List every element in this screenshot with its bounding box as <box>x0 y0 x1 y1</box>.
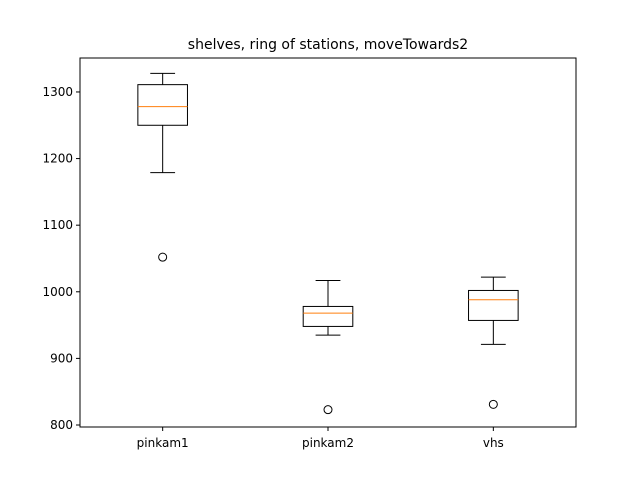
y-tick-label-1200: 1200 <box>42 152 73 166</box>
outlier-pinkam2-0 <box>323 405 333 415</box>
box-vhs <box>468 289 519 321</box>
x-tick-label-vhs: vhs <box>483 436 504 450</box>
box-pinkam1 <box>137 84 188 126</box>
outlier-vhs-0 <box>488 399 498 409</box>
x-tick-label-pinkam2: pinkam2 <box>302 436 354 450</box>
y-tick-label-1100: 1100 <box>42 218 73 232</box>
x-tick-label-pinkam1: pinkam1 <box>137 436 189 450</box>
y-tick-label-900: 900 <box>50 351 73 365</box>
outlier-pinkam1-0 <box>158 252 168 262</box>
y-tick-label-800: 800 <box>50 418 73 432</box>
plot-frame <box>79 57 577 428</box>
box-pinkam2 <box>302 305 354 327</box>
y-tick-label-1000: 1000 <box>42 285 73 299</box>
plot-area: 800 900 1000 1100 1200 1300 pinkam1 pinkam2 vhs <box>42 57 577 450</box>
y-tick-label-1300: 1300 <box>42 85 73 99</box>
chart-title: shelves, ring of stations, moveTowards2 <box>188 37 468 53</box>
